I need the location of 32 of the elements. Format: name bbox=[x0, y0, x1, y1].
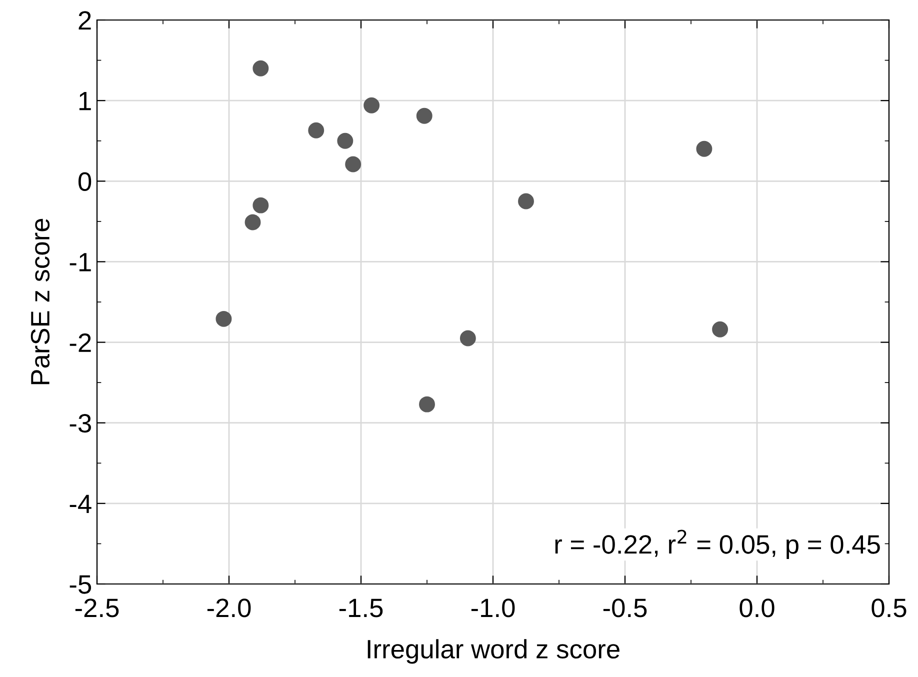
x-tick-label: 0.0 bbox=[740, 598, 774, 618]
y-tick-label: -2 bbox=[70, 333, 91, 352]
x-tick-label: -2.0 bbox=[207, 598, 251, 618]
point bbox=[252, 197, 269, 214]
y-tick-label: -5 bbox=[70, 575, 92, 594]
point bbox=[364, 97, 380, 114]
x-axis-title: Irregular word z score bbox=[368, 639, 620, 664]
point bbox=[337, 132, 354, 149]
point bbox=[419, 396, 435, 412]
x-tick-label: -1.5 bbox=[339, 598, 383, 618]
x-tick-label: 0.5 bbox=[872, 598, 906, 618]
x-tick-label: -2.5 bbox=[75, 598, 119, 618]
x-tick-label: -1.0 bbox=[471, 598, 515, 618]
point bbox=[696, 140, 712, 157]
y-tick-label: 1 bbox=[79, 92, 91, 110]
point bbox=[244, 214, 261, 230]
y-tick-label: -4 bbox=[70, 494, 92, 513]
x-tick-label: -0.5 bbox=[603, 598, 647, 618]
point bbox=[416, 108, 432, 124]
point bbox=[216, 310, 232, 327]
y-tick-label: 0 bbox=[78, 172, 92, 191]
point bbox=[460, 330, 476, 346]
y-tick-label: -1 bbox=[70, 253, 91, 272]
point bbox=[712, 321, 728, 338]
annotation: r = -0.22, r$^{2}$ = 0.05, p = 0.45 bbox=[555, 530, 880, 560]
point bbox=[345, 156, 362, 172]
y-tick-label: 2 bbox=[78, 11, 91, 30]
y-tick-label: -3 bbox=[70, 414, 91, 433]
y-axis-title: ParSE z score bbox=[30, 218, 50, 384]
point bbox=[252, 60, 269, 76]
point bbox=[308, 122, 324, 138]
point bbox=[518, 193, 534, 210]
